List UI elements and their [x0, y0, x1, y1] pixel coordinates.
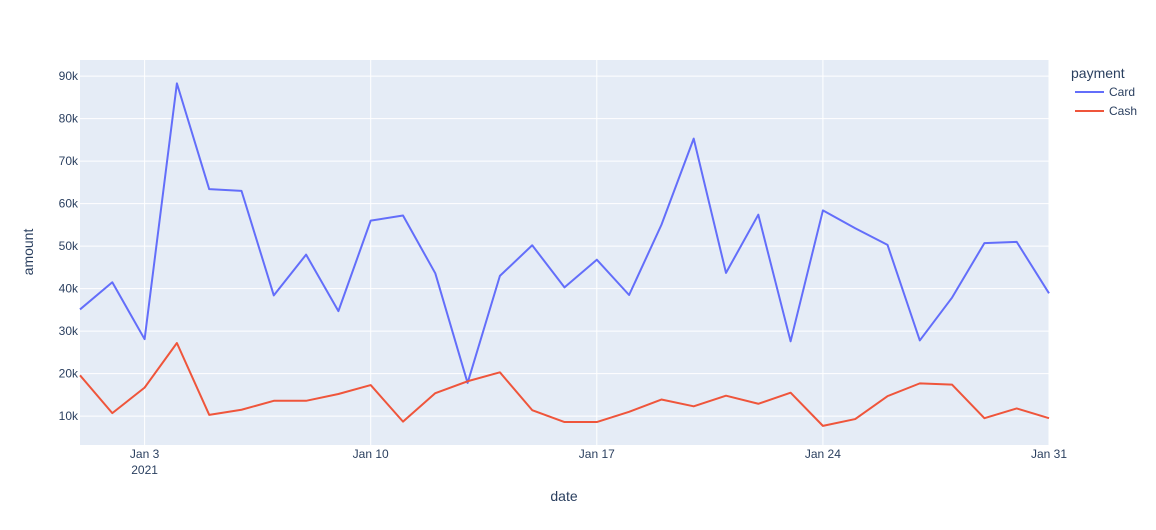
x-tick-label: Jan 3	[130, 447, 160, 461]
x-axis-ticks: Jan 3 2021 Jan 10 Jan 17 Jan 24 Jan 31	[130, 447, 1067, 477]
legend-item-cash[interactable]: Cash	[1075, 104, 1137, 118]
x-tick-sublabel: 2021	[131, 463, 158, 477]
legend-label-cash: Cash	[1109, 104, 1137, 118]
x-axis-title: date	[550, 488, 577, 504]
legend-title: payment	[1071, 65, 1125, 81]
y-axis-ticks: 10k 20k 30k 40k 50k 60k 70k 80k 90k	[59, 69, 79, 423]
legend-items: Card Cash	[1075, 85, 1137, 118]
y-tick-label: 70k	[59, 154, 79, 168]
x-tick-label: Jan 17	[579, 447, 615, 461]
series-line-card	[79, 82, 1050, 384]
y-tick-label: 90k	[59, 69, 79, 83]
y-tick-label: 30k	[59, 324, 79, 338]
y-tick-label: 10k	[59, 409, 79, 423]
y-tick-label: 40k	[59, 282, 79, 296]
gridlines	[80, 60, 1050, 445]
x-tick-label: Jan 24	[805, 447, 841, 461]
series-lines	[79, 82, 1050, 427]
y-tick-label: 50k	[59, 239, 79, 253]
x-tick-label: Jan 10	[353, 447, 389, 461]
y-tick-label: 20k	[59, 367, 79, 381]
y-tick-label: 80k	[59, 112, 79, 126]
legend-item-card[interactable]: Card	[1075, 85, 1135, 99]
y-tick-label: 60k	[59, 197, 79, 211]
legend: payment Card Cash	[1071, 65, 1137, 118]
y-axis-title: amount	[20, 229, 36, 276]
series-line-cash	[79, 342, 1050, 427]
plot-area	[80, 60, 1049, 445]
legend-label-card: Card	[1109, 85, 1135, 99]
x-tick-label: Jan 31	[1031, 447, 1067, 461]
